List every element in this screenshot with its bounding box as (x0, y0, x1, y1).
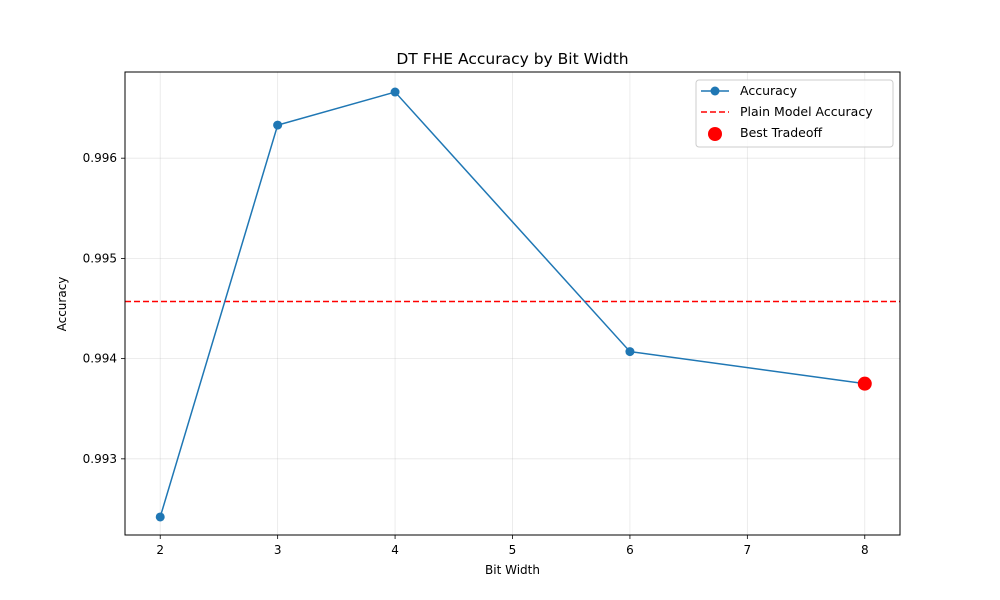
x-tick-label: 5 (509, 543, 517, 557)
legend-marker-accuracy (710, 86, 720, 96)
legend-box (695, 79, 894, 148)
y-axis-ticks: 0.993 0.994 0.995 0.996 (83, 151, 125, 466)
legend-label-plain-model: Plain Model Accuracy (740, 104, 873, 119)
accuracy-point (155, 512, 165, 522)
accuracy-point (390, 87, 400, 97)
y-tick-label: 0.996 (83, 151, 117, 165)
highlight-layer (857, 376, 872, 391)
accuracy-point (273, 120, 283, 130)
x-tick-label: 6 (626, 543, 634, 557)
chart-title: DT FHE Accuracy by Bit Width (396, 50, 628, 68)
x-axis-label: Bit Width (485, 563, 540, 577)
legend-label-best-tradeoff: Best Tradeoff (740, 125, 823, 140)
x-tick-label: 4 (391, 543, 399, 557)
legend-marker-best-tradeoff (708, 127, 722, 141)
best-tradeoff-point (857, 376, 872, 391)
grid (125, 72, 900, 535)
y-tick-label: 0.994 (83, 352, 117, 366)
x-tick-label: 3 (274, 543, 282, 557)
accuracy-point (625, 347, 635, 357)
x-axis-ticks: 2 3 4 5 6 7 8 (156, 535, 869, 557)
legend-label-accuracy: Accuracy (740, 83, 798, 98)
y-tick-label: 0.993 (83, 452, 117, 466)
x-tick-label: 7 (744, 543, 752, 557)
x-tick-label: 8 (861, 543, 869, 557)
y-tick-label: 0.995 (83, 251, 117, 265)
y-axis-label: Accuracy (55, 277, 69, 332)
legend: Accuracy Plain Model Accuracy Best Trade… (695, 79, 894, 148)
x-tick-label: 2 (156, 543, 164, 557)
